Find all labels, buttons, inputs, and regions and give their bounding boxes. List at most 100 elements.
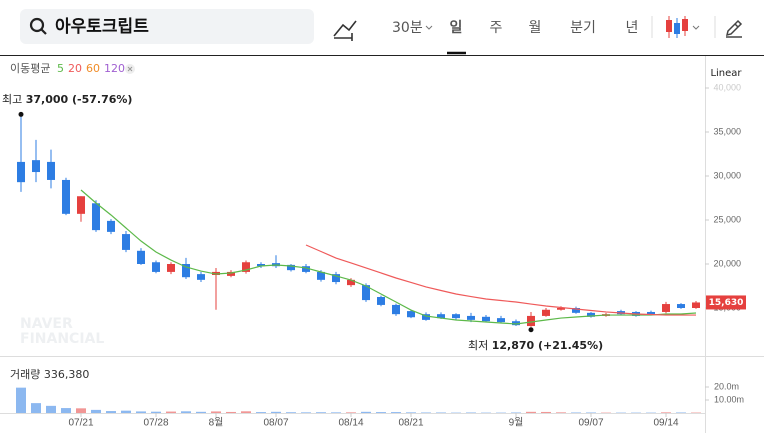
candle-body — [362, 285, 370, 301]
x-tick-label: 08/07 — [263, 418, 288, 429]
volume-bar — [571, 412, 581, 413]
period-button[interactable]: 일 — [450, 20, 463, 36]
candle-body — [692, 302, 700, 309]
legend-entry: 60 — [86, 62, 100, 75]
candle-body — [467, 315, 475, 320]
candle-body — [437, 314, 445, 319]
volume-bar — [256, 412, 266, 413]
ma-title: 이동평균 — [10, 62, 50, 75]
interval-chevron[interactable] — [425, 25, 433, 30]
candle-body — [572, 308, 580, 313]
y-tick-label: 30,000 — [713, 170, 741, 180]
y-tick-label: 20,000 — [713, 258, 741, 268]
volume-bar — [301, 412, 311, 413]
x-tick-label: 09/07 — [578, 418, 603, 429]
volume-bar — [196, 411, 206, 413]
moving-average-line — [305, 244, 696, 316]
search-box[interactable] — [20, 9, 314, 44]
x-tick-label: 08/21 — [398, 418, 423, 429]
volume-bar — [166, 411, 176, 413]
candle-body — [422, 314, 430, 320]
volume-bar — [421, 412, 431, 413]
high-marker — [18, 111, 24, 117]
high-label: 최고 — [2, 93, 22, 106]
candle-body — [32, 160, 40, 173]
candle-body — [197, 274, 205, 280]
x-tick-label: 07/21 — [68, 418, 93, 429]
candle-body — [407, 311, 415, 318]
x-tick-label: 07/28 — [143, 418, 168, 429]
y-tick-label: 40,000 — [713, 82, 741, 92]
scale-button[interactable]: Linear — [710, 68, 742, 79]
moving-average-line — [80, 189, 697, 325]
candle-body — [542, 309, 550, 316]
candle-body — [167, 264, 175, 272]
volume-last: 336,380 — [44, 368, 90, 381]
legend-entry: 5 — [57, 62, 64, 75]
volume-bar — [46, 405, 56, 413]
candle-body — [302, 266, 310, 272]
volume-tick-label: 20.0m — [714, 381, 739, 391]
volume-bar — [16, 387, 26, 413]
volume-bar — [241, 411, 251, 413]
volume-label: 거래량 — [10, 368, 40, 381]
volume-bar — [226, 411, 236, 413]
search-query[interactable]: 아우토크립트 — [55, 17, 149, 37]
y-tick-label: 25,000 — [713, 214, 741, 224]
candle-body — [347, 279, 355, 286]
x-tick-label: 9월 — [509, 417, 524, 429]
candle-body — [17, 161, 25, 183]
candle-body — [227, 271, 235, 276]
candle-body — [317, 271, 325, 280]
volume-bar — [406, 412, 416, 413]
volume-bar — [271, 411, 281, 413]
draw-line-icon[interactable] — [333, 20, 357, 41]
legend-close[interactable] — [125, 64, 135, 74]
period-button[interactable]: 주 — [490, 20, 503, 36]
volume-bar — [676, 412, 686, 413]
candle-body — [122, 234, 130, 250]
volume-bar — [136, 411, 146, 413]
low-label: 최저 — [468, 339, 488, 352]
candle-body — [377, 297, 385, 305]
watermark: NAVER — [20, 316, 73, 332]
candle-body — [152, 262, 160, 272]
volume-bar — [316, 412, 326, 413]
candle-body — [137, 250, 145, 265]
high-annotation: 최고 37,000 (-57.76%) — [2, 93, 132, 106]
volume-bar — [121, 410, 131, 413]
candle-body — [107, 220, 115, 232]
candle-body — [647, 311, 655, 315]
y-tick-label: 35,000 — [713, 126, 741, 136]
candle-type-icon[interactable] — [666, 16, 700, 38]
volume-bar — [376, 412, 386, 413]
candle-body — [587, 312, 595, 317]
low-marker — [528, 327, 534, 333]
high-text: 37,000 (-57.76%) — [26, 93, 133, 106]
period-button[interactable]: 분기 — [570, 20, 596, 36]
x-tick-label: 08/14 — [338, 418, 363, 429]
low-text: 12,870 (+21.45%) — [492, 339, 603, 352]
candle-body — [77, 196, 85, 214]
volume-bar — [466, 412, 476, 413]
candle-body — [452, 314, 460, 319]
volume-bar — [346, 412, 356, 413]
volume-title: 거래량 336,380 — [10, 368, 89, 381]
period-button[interactable]: 월 — [529, 20, 542, 36]
candle-body — [62, 179, 70, 214]
legend-entry: 20 — [68, 62, 82, 75]
candle-body — [257, 264, 265, 267]
pencil-icon[interactable] — [725, 19, 743, 38]
volume-bar — [361, 411, 371, 413]
volume-bar — [436, 412, 446, 413]
interval-button[interactable]: 30분 — [392, 20, 423, 36]
volume-bar — [286, 412, 296, 413]
candle-body — [332, 274, 340, 283]
candle-body — [47, 161, 55, 180]
candle-body — [662, 304, 670, 312]
volume-bar — [586, 412, 596, 413]
volume-bar — [511, 412, 521, 413]
candle-body — [527, 315, 535, 327]
volume-bar — [526, 411, 536, 413]
period-button[interactable]: 년 — [626, 20, 639, 36]
